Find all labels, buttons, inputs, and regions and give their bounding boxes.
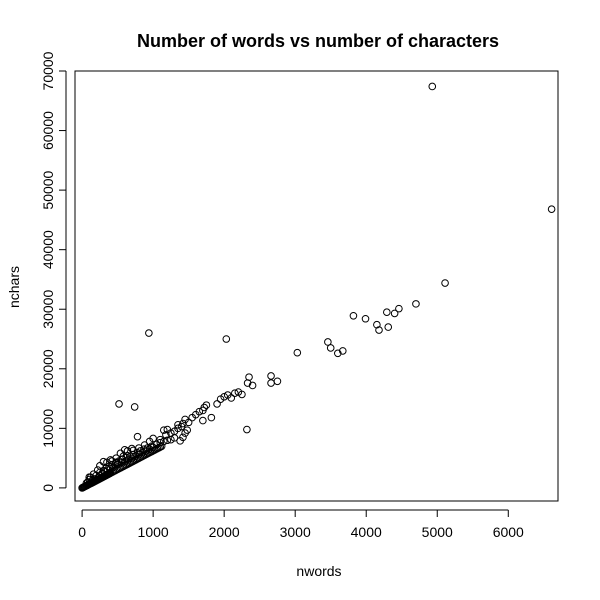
data-point bbox=[390, 309, 399, 318]
data-point bbox=[195, 407, 204, 416]
data-point bbox=[88, 475, 97, 484]
data-point bbox=[108, 460, 116, 469]
y-tick-label: 70000 bbox=[40, 51, 56, 90]
y-tick-label: 20000 bbox=[40, 349, 56, 388]
y-tick-label: 60000 bbox=[40, 111, 56, 150]
plot-area bbox=[74, 70, 559, 502]
data-point bbox=[326, 344, 335, 352]
y-tick-label: 40000 bbox=[40, 230, 56, 269]
data-point bbox=[89, 470, 98, 478]
data-point bbox=[273, 377, 282, 386]
data-point bbox=[375, 326, 383, 334]
data-point bbox=[349, 311, 358, 320]
data-point bbox=[412, 300, 420, 308]
data-point bbox=[245, 373, 253, 381]
data-points bbox=[78, 82, 556, 492]
data-point bbox=[147, 442, 156, 451]
data-point bbox=[106, 465, 115, 473]
x-tick-label: 1000 bbox=[138, 524, 169, 540]
chart-title: Number of words vs number of characters bbox=[137, 31, 499, 51]
data-point bbox=[428, 82, 437, 91]
y-tick-label: 0 bbox=[40, 484, 56, 492]
data-point bbox=[383, 308, 391, 317]
data-point bbox=[207, 413, 216, 422]
data-point bbox=[162, 431, 170, 439]
data-point bbox=[231, 389, 239, 398]
data-point bbox=[117, 459, 125, 467]
data-point bbox=[145, 437, 154, 446]
data-point bbox=[267, 379, 275, 387]
data-point bbox=[156, 438, 165, 447]
data-point bbox=[128, 444, 136, 453]
data-point bbox=[163, 436, 172, 445]
x-axis-label: nwords bbox=[296, 563, 341, 579]
data-point bbox=[238, 390, 246, 399]
data-point bbox=[183, 426, 192, 434]
data-point bbox=[140, 445, 148, 453]
y-axis-label: nchars bbox=[6, 266, 22, 308]
data-point bbox=[227, 394, 236, 402]
x-tick-label: 4000 bbox=[351, 524, 382, 540]
data-point bbox=[324, 338, 332, 346]
data-point bbox=[130, 403, 139, 411]
data-point bbox=[115, 400, 123, 408]
data-point bbox=[123, 447, 132, 455]
data-point bbox=[222, 335, 231, 343]
data-point bbox=[174, 420, 182, 429]
data-point bbox=[159, 437, 168, 446]
data-point bbox=[202, 401, 211, 409]
data-point bbox=[243, 425, 251, 434]
x-axis: 0 1000 2000 3000 4000 5000 6000 bbox=[78, 509, 524, 540]
data-point bbox=[123, 451, 132, 460]
data-point bbox=[96, 462, 104, 470]
data-point bbox=[293, 348, 302, 357]
y-tick-label: 10000 bbox=[40, 409, 56, 448]
data-point bbox=[112, 454, 120, 462]
data-point bbox=[145, 329, 153, 337]
data-point bbox=[373, 320, 381, 329]
x-tick-label: 3000 bbox=[280, 524, 311, 540]
data-point bbox=[135, 444, 143, 452]
data-point bbox=[181, 415, 189, 424]
data-point bbox=[133, 432, 142, 441]
data-point bbox=[152, 440, 161, 449]
data-point bbox=[156, 435, 165, 444]
data-point bbox=[138, 448, 147, 457]
data-point bbox=[547, 205, 556, 213]
data-point bbox=[93, 466, 102, 474]
data-point bbox=[361, 314, 370, 323]
data-point bbox=[199, 416, 207, 425]
data-point bbox=[441, 279, 449, 287]
data-point bbox=[220, 392, 228, 401]
x-tick-label: 5000 bbox=[422, 524, 453, 540]
data-point bbox=[140, 441, 149, 449]
data-point bbox=[200, 403, 209, 412]
data-point bbox=[334, 349, 342, 358]
x-tick-label: 6000 bbox=[493, 524, 524, 540]
data-point bbox=[174, 424, 182, 433]
data-point bbox=[159, 426, 168, 434]
data-point bbox=[267, 372, 275, 380]
x-tick-label: 0 bbox=[78, 524, 86, 540]
y-tick-label: 30000 bbox=[40, 290, 56, 329]
y-axis: 0 10000 20000 30000 40000 50000 60000 70000 bbox=[40, 51, 67, 492]
data-point bbox=[179, 433, 187, 442]
data-point bbox=[248, 381, 257, 390]
x-tick-label: 2000 bbox=[209, 524, 240, 540]
data-point bbox=[384, 323, 393, 331]
y-tick-label: 50000 bbox=[40, 170, 56, 209]
data-point bbox=[338, 347, 347, 355]
data-point bbox=[128, 454, 136, 462]
data-point bbox=[163, 425, 172, 434]
data-point bbox=[213, 400, 221, 408]
data-point bbox=[395, 304, 403, 313]
data-point bbox=[179, 419, 187, 428]
